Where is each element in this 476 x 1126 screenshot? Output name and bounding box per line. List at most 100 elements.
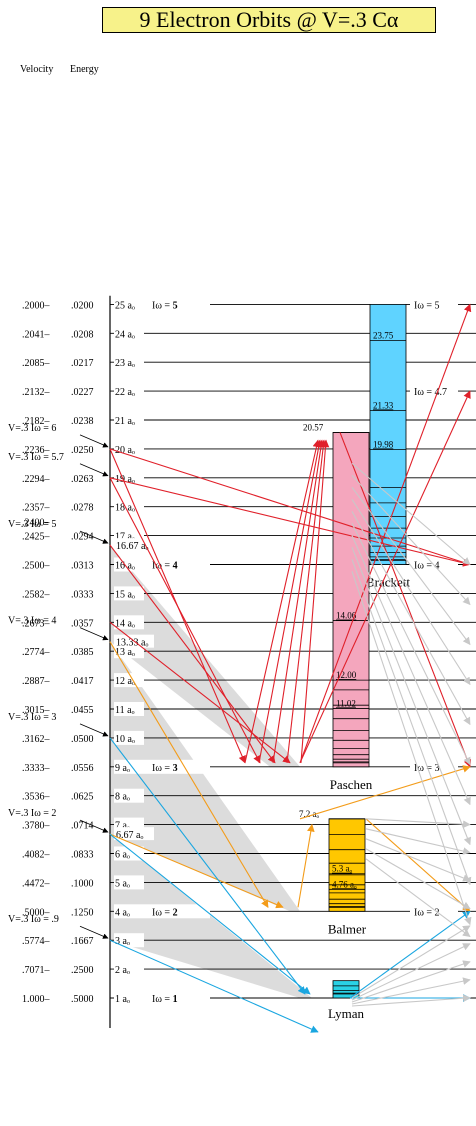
series-name-balmer: Balmer [328,921,367,936]
label-bg [114,384,144,399]
energy-label: .0313 [71,561,94,572]
spectral-value-label: 19.98 [373,439,394,449]
velocity-label: .3536– [22,792,51,803]
transition-arrow [351,499,471,686]
transition-arrow [351,535,471,806]
transition-arrow [351,474,471,606]
velocity-label: .2774– [22,647,51,658]
transition-arrow [351,547,472,846]
intermediate-orbit-label: 13.33 aₒ [116,638,148,649]
velocity-label: .7071– [22,965,51,976]
orbit-radius-label: 23 aₒ [115,358,135,369]
transition-arrow [299,303,472,763]
energy-label: .0278 [71,503,94,514]
velocity-label: .5774– [22,936,51,947]
transition-arrow [351,571,472,926]
transition-arrow [351,487,471,646]
v03-label: V=.3 Iω = .9 [8,914,59,925]
transition-arrow [339,432,472,768]
transition-arrow [286,439,328,763]
orbit-radius-label: 7 aₒ [115,821,130,832]
energy-label: .1250 [71,907,94,918]
velocity-label: .2673– [22,618,51,629]
transition-arrow [365,818,471,912]
spectral-value-label: 7.2 aₒ [299,809,319,819]
transition-arrow [351,994,471,1007]
orbit-radius-label: 3 aₒ [115,936,130,947]
iomega-label: Iω = 2 [152,907,178,918]
energy-label: .0417 [71,676,94,687]
transition-arrow [109,544,276,764]
label-bg [114,846,144,861]
velocity-label: .3162– [22,734,51,745]
spectral-value-label: 14.06 [336,611,357,621]
energy-label: .0556 [71,763,94,774]
velocity-label: .2000– [22,300,51,311]
label-bg [410,384,458,399]
transition-arrow [109,477,471,567]
transition-arrow [351,523,471,766]
velocity-header: Velocity [20,64,53,75]
right-iomega-label: Iω = 4.7 [414,387,447,398]
energy-label: .0455 [71,705,94,716]
label-bg [114,297,210,312]
transition-arrow [109,477,261,764]
iomega-label: Iω = 1 [152,994,178,1005]
spectral-column-paschen [332,432,370,768]
velocity-label: .2132– [22,387,51,398]
transition-arrow [349,910,471,999]
transition-arrow [351,559,472,886]
velocity-label: .2425– [22,532,51,543]
label-bg [114,644,144,659]
energy-label: .0714 [71,821,94,832]
label-bg [114,991,210,1005]
orbit-radius-label: 10 aₒ [115,734,135,745]
energy-header: Energy [70,64,99,75]
energy-label: .0227 [71,387,94,398]
velocity-label: .3015– [22,705,51,716]
spectral-value-label: 20.57 [303,422,324,432]
transition-arrow [109,448,471,567]
velocity-label: .2085– [22,358,51,369]
transition-arrow [109,621,291,764]
label-bg [114,730,144,745]
velocity-label: .4082– [22,850,51,861]
diagram-title: 9 Electron Orbits @ V=.3 Cα [102,7,436,33]
spectral-column-brackett [369,303,407,565]
orbit-radius-label: 21 aₒ [115,416,135,427]
orbit-radius-label: 8 aₒ [115,792,130,803]
transition-arrow [300,439,330,763]
v03-pointer [79,819,109,833]
label-bg [114,326,144,341]
transition-arrow [351,925,471,999]
series-name-paschen: Paschen [330,777,373,792]
velocity-label: .4472– [22,878,51,889]
energy-label: .2500 [71,965,94,976]
spectral-value-label: 23.75 [373,331,394,341]
orbit-radius-label: 5 aₒ [115,878,130,889]
v03-label: V=.3 Iω = 6 [8,423,56,434]
energy-label: .0217 [71,358,94,369]
velocity-label: .3780– [22,821,51,832]
label-bg [114,962,144,977]
orbit-radius-label: 1 aₒ [115,994,130,1005]
v03-label: V=.3 Iω = 3 [8,712,56,723]
orbit-radius-label: 2 aₒ [115,965,130,976]
label-bg [114,702,144,716]
energy-label: .0333 [71,589,94,600]
energy-label: .0385 [71,647,94,658]
transition-arrow [272,439,325,763]
transition-arrow [109,737,306,995]
v03-label: V=.3 Iω = 5 [8,519,56,530]
transition-arrow [365,818,471,829]
transition-arrow [258,439,323,763]
label-bg [410,904,458,919]
energy-label: .0263 [71,474,94,485]
right-iomega-label: Iω = 4 [414,561,440,572]
label-bg [114,933,144,948]
label-bg [114,904,210,919]
label-bg [114,827,154,841]
velocity-label: .2400– [22,518,51,529]
orbit-radius-label: 19 aₒ [115,474,135,485]
energy-label: .1667 [71,936,94,947]
